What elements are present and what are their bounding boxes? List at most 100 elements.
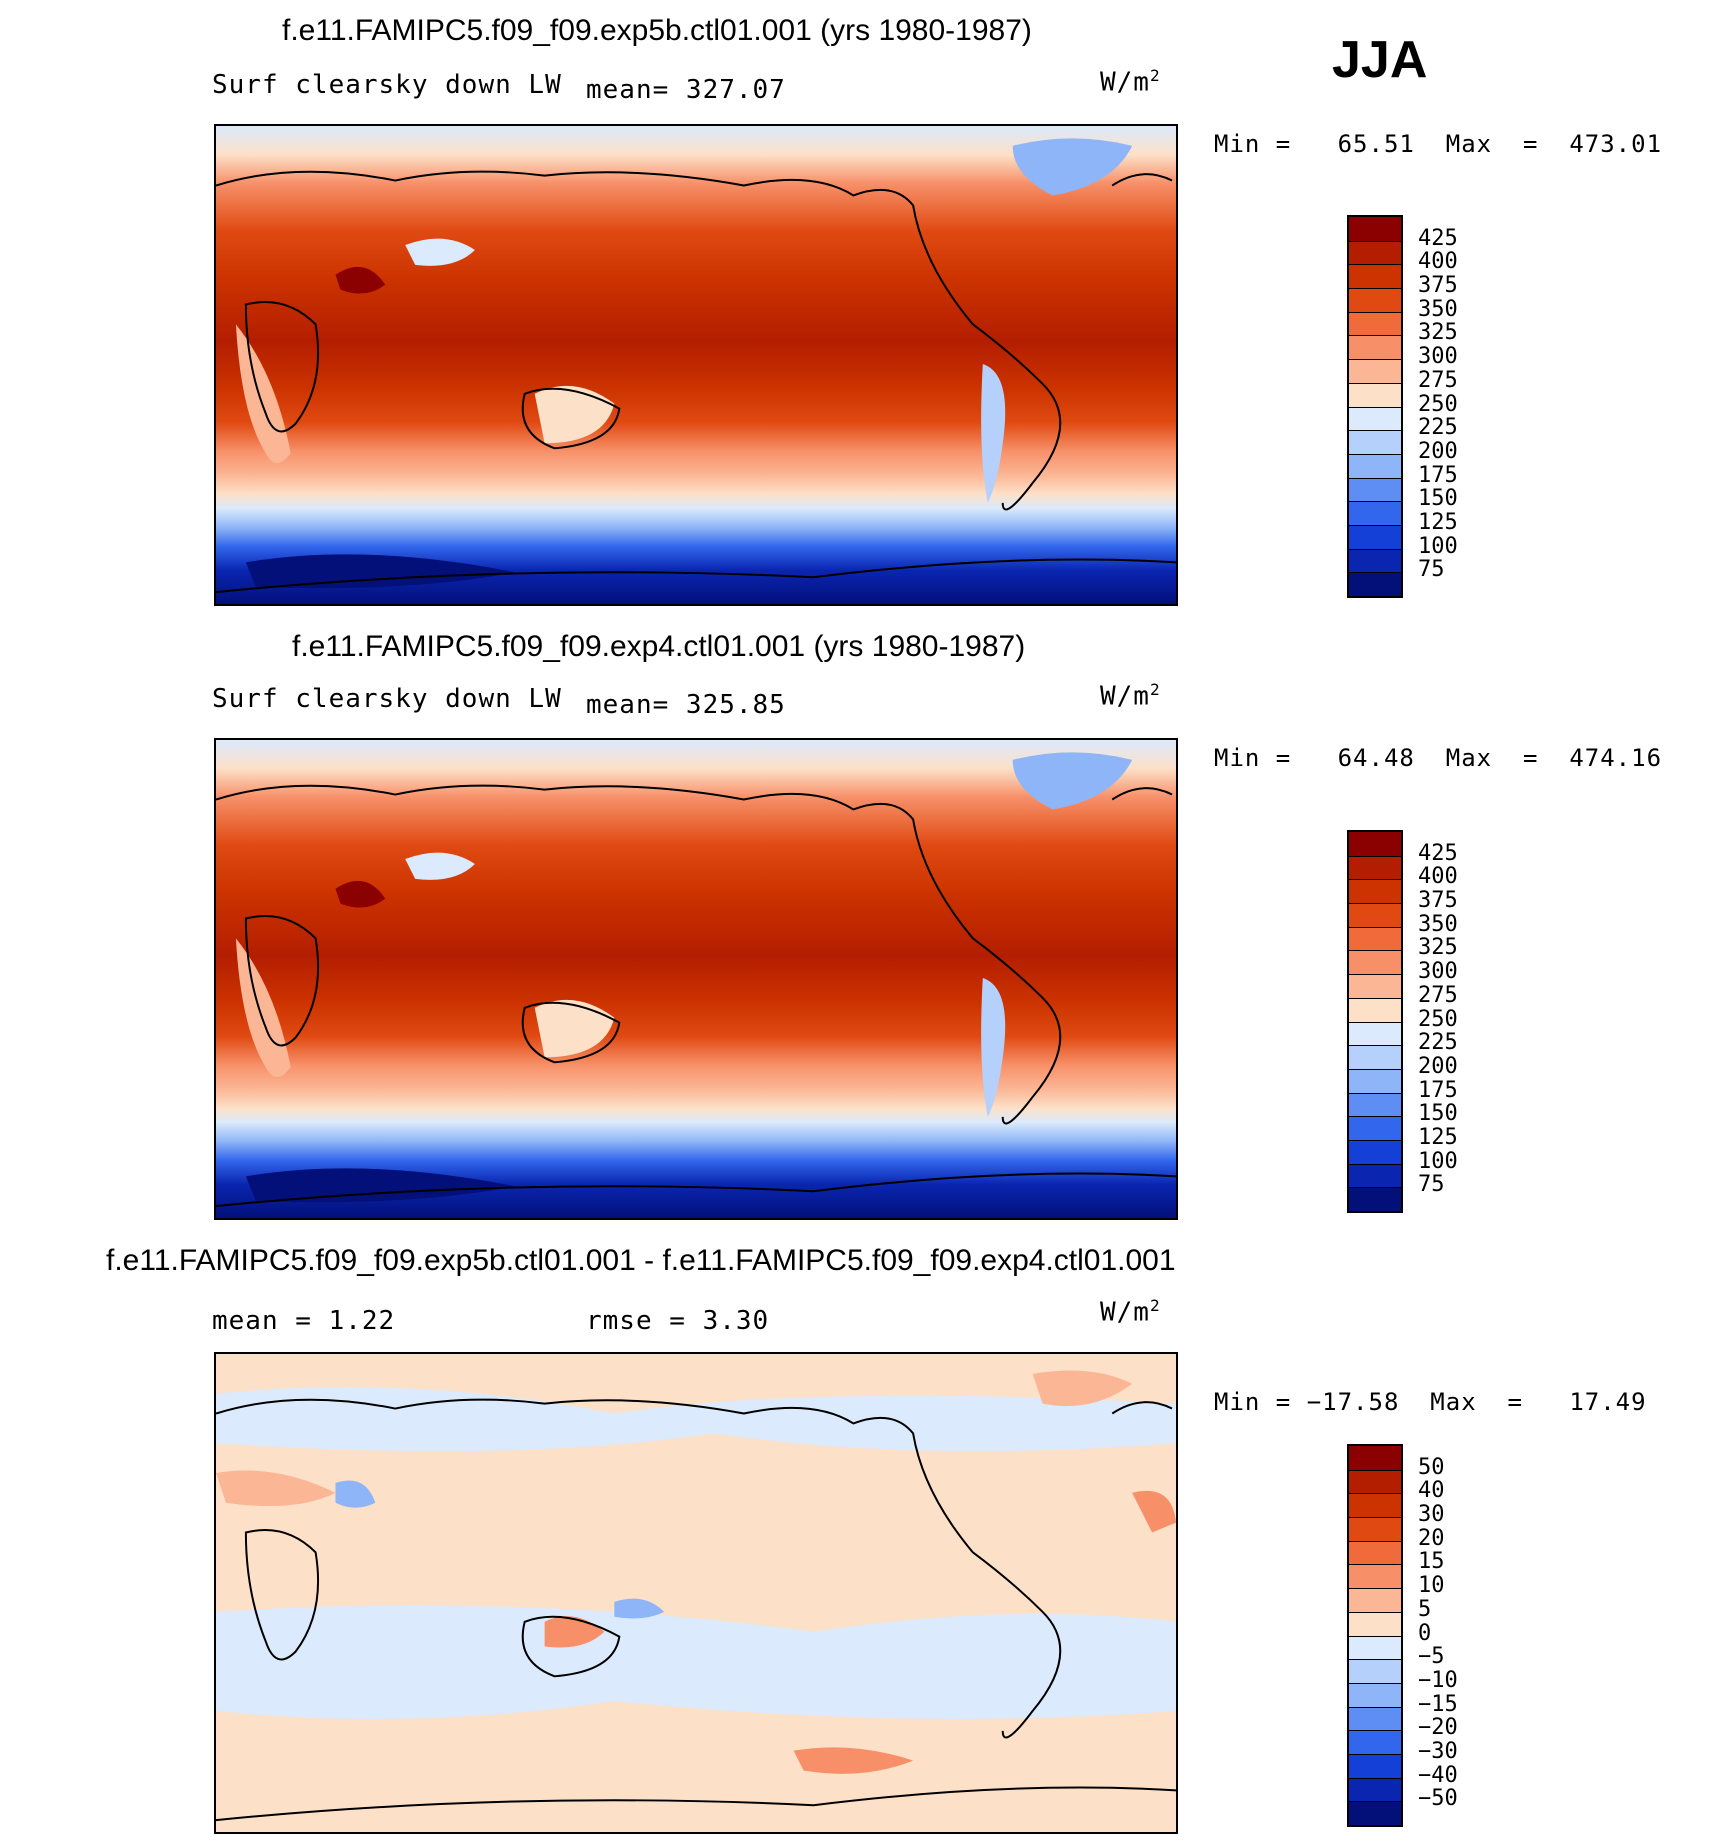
colorbar-label: −10 [1418, 1667, 1458, 1693]
colorbar-label: 50 [1418, 1454, 1445, 1480]
colorbar [1347, 1444, 1403, 1827]
colorbar-segment [1349, 855, 1401, 880]
colorbar-segment [1349, 1682, 1401, 1707]
colorbar-segment [1349, 1163, 1401, 1188]
colorbar-label: 350 [1418, 296, 1458, 322]
colorbar-segment [1349, 524, 1401, 549]
colorbar-segment [1349, 288, 1401, 312]
colorbar-label: 350 [1418, 911, 1458, 937]
colorbar-label: 250 [1418, 1006, 1458, 1032]
colorbar-segment [1349, 832, 1401, 856]
min-max-label: Min = 65.51 Max = 473.01 [1214, 130, 1663, 158]
colorbar-label: 300 [1418, 959, 1458, 985]
colorbar-segment [1349, 1706, 1401, 1731]
colorbar-label: 300 [1418, 344, 1458, 370]
colorbar-segment [1349, 950, 1401, 975]
colorbar-segment [1349, 406, 1401, 431]
colorbar-label: 325 [1418, 935, 1458, 961]
colorbar-segment [1349, 335, 1401, 360]
colorbar-label: 325 [1418, 320, 1458, 346]
colorbar-label: 425 [1418, 840, 1458, 866]
units-label: W/m2 [1100, 66, 1161, 98]
colorbar-label: 5 [1418, 1596, 1432, 1622]
colorbar-label: 275 [1418, 982, 1458, 1008]
colorbar-label: 375 [1418, 888, 1458, 914]
colorbar-label: 150 [1418, 486, 1458, 512]
colorbar-label: −5 [1418, 1644, 1445, 1670]
colorbar-label: 225 [1418, 1030, 1458, 1056]
colorbar-label: 100 [1418, 1148, 1458, 1174]
colorbar-label: 10 [1418, 1573, 1445, 1599]
mean-label: mean = 1.22 [212, 1306, 396, 1336]
colorbar-segment [1349, 1045, 1401, 1069]
colorbar-segment [1349, 1753, 1401, 1778]
colorbar-label: 400 [1418, 249, 1458, 275]
map-field [214, 738, 1178, 1220]
season-label: JJA [1332, 31, 1428, 89]
colorbar-label: −50 [1418, 1786, 1458, 1812]
colorbar-label: 15 [1418, 1549, 1445, 1575]
colorbar-segment [1349, 311, 1401, 336]
colorbar-segment [1349, 477, 1401, 502]
variable-label: Surf clearsky down LW [212, 684, 562, 714]
colorbar-label: 20 [1418, 1525, 1445, 1551]
colorbar-segment [1349, 1777, 1401, 1802]
colorbar-segment [1349, 903, 1401, 927]
colorbar-segment [1349, 1139, 1401, 1164]
colorbar-label: 30 [1418, 1502, 1445, 1528]
map-field [214, 124, 1178, 606]
colorbar-label: 125 [1418, 1124, 1458, 1150]
colorbar-label: 275 [1418, 367, 1458, 393]
colorbar-label: 175 [1418, 1077, 1458, 1103]
colorbar-label: 75 [1418, 1172, 1445, 1198]
rmse-label: rmse = 3.30 [586, 1306, 770, 1336]
colorbar-segment [1349, 1116, 1401, 1140]
colorbar-segment [1349, 1446, 1401, 1470]
min-max-label: Min = 64.48 Max = 474.16 [1214, 744, 1663, 772]
colorbar-segment [1349, 1635, 1401, 1660]
colorbar-label: −30 [1418, 1738, 1458, 1764]
colorbar-segment [1349, 1659, 1401, 1683]
colorbar-label: 125 [1418, 509, 1458, 535]
colorbar-segment [1349, 1187, 1401, 1211]
colorbar-segment [1349, 1021, 1401, 1046]
colorbar-segment [1349, 240, 1401, 265]
colorbar-label: 200 [1418, 1053, 1458, 1079]
panel-title: f.e11.FAMIPC5.f09_f09.exp5b.ctl01.001 (y… [282, 14, 1032, 47]
colorbar-segment [1349, 1611, 1401, 1636]
mean-label: mean= 325.85 [586, 690, 786, 720]
colorbar-label: 200 [1418, 438, 1458, 464]
panel-title: f.e11.FAMIPC5.f09_f09.exp5b.ctl01.001 - … [106, 1244, 1176, 1277]
colorbar-segment [1349, 1469, 1401, 1494]
colorbar-segment [1349, 217, 1401, 241]
variable-label: Surf clearsky down LW [212, 70, 562, 100]
colorbar-segment [1349, 1517, 1401, 1541]
colorbar-segment [1349, 974, 1401, 998]
colorbar-label: 175 [1418, 462, 1458, 488]
units-label: W/m2 [1100, 680, 1161, 712]
colorbar-label: 250 [1418, 391, 1458, 417]
colorbar-label: 75 [1418, 557, 1445, 583]
colorbar-label: 375 [1418, 273, 1458, 299]
colorbar-segment [1349, 359, 1401, 383]
colorbar-label: 425 [1418, 225, 1458, 251]
colorbar-label: −15 [1418, 1691, 1458, 1717]
colorbar-segment [1349, 1092, 1401, 1117]
colorbar-label: 100 [1418, 533, 1458, 559]
colorbar-label: −40 [1418, 1762, 1458, 1788]
mean-label: mean= 327.07 [586, 75, 786, 105]
colorbar-segment [1349, 1540, 1401, 1565]
colorbar-segment [1349, 548, 1401, 573]
colorbar-label: 150 [1418, 1101, 1458, 1127]
colorbar [1347, 215, 1403, 598]
colorbar-segment [1349, 879, 1401, 904]
colorbar-segment [1349, 264, 1401, 289]
colorbar-segment [1349, 926, 1401, 951]
colorbar-label: −20 [1418, 1715, 1458, 1741]
colorbar-segment [1349, 430, 1401, 454]
colorbar-segment [1349, 572, 1401, 596]
colorbar-label: 225 [1418, 415, 1458, 441]
colorbar-segment [1349, 1730, 1401, 1754]
colorbar-label: 400 [1418, 864, 1458, 890]
min-max-label: Min = −17.58 Max = 17.49 [1214, 1388, 1647, 1416]
